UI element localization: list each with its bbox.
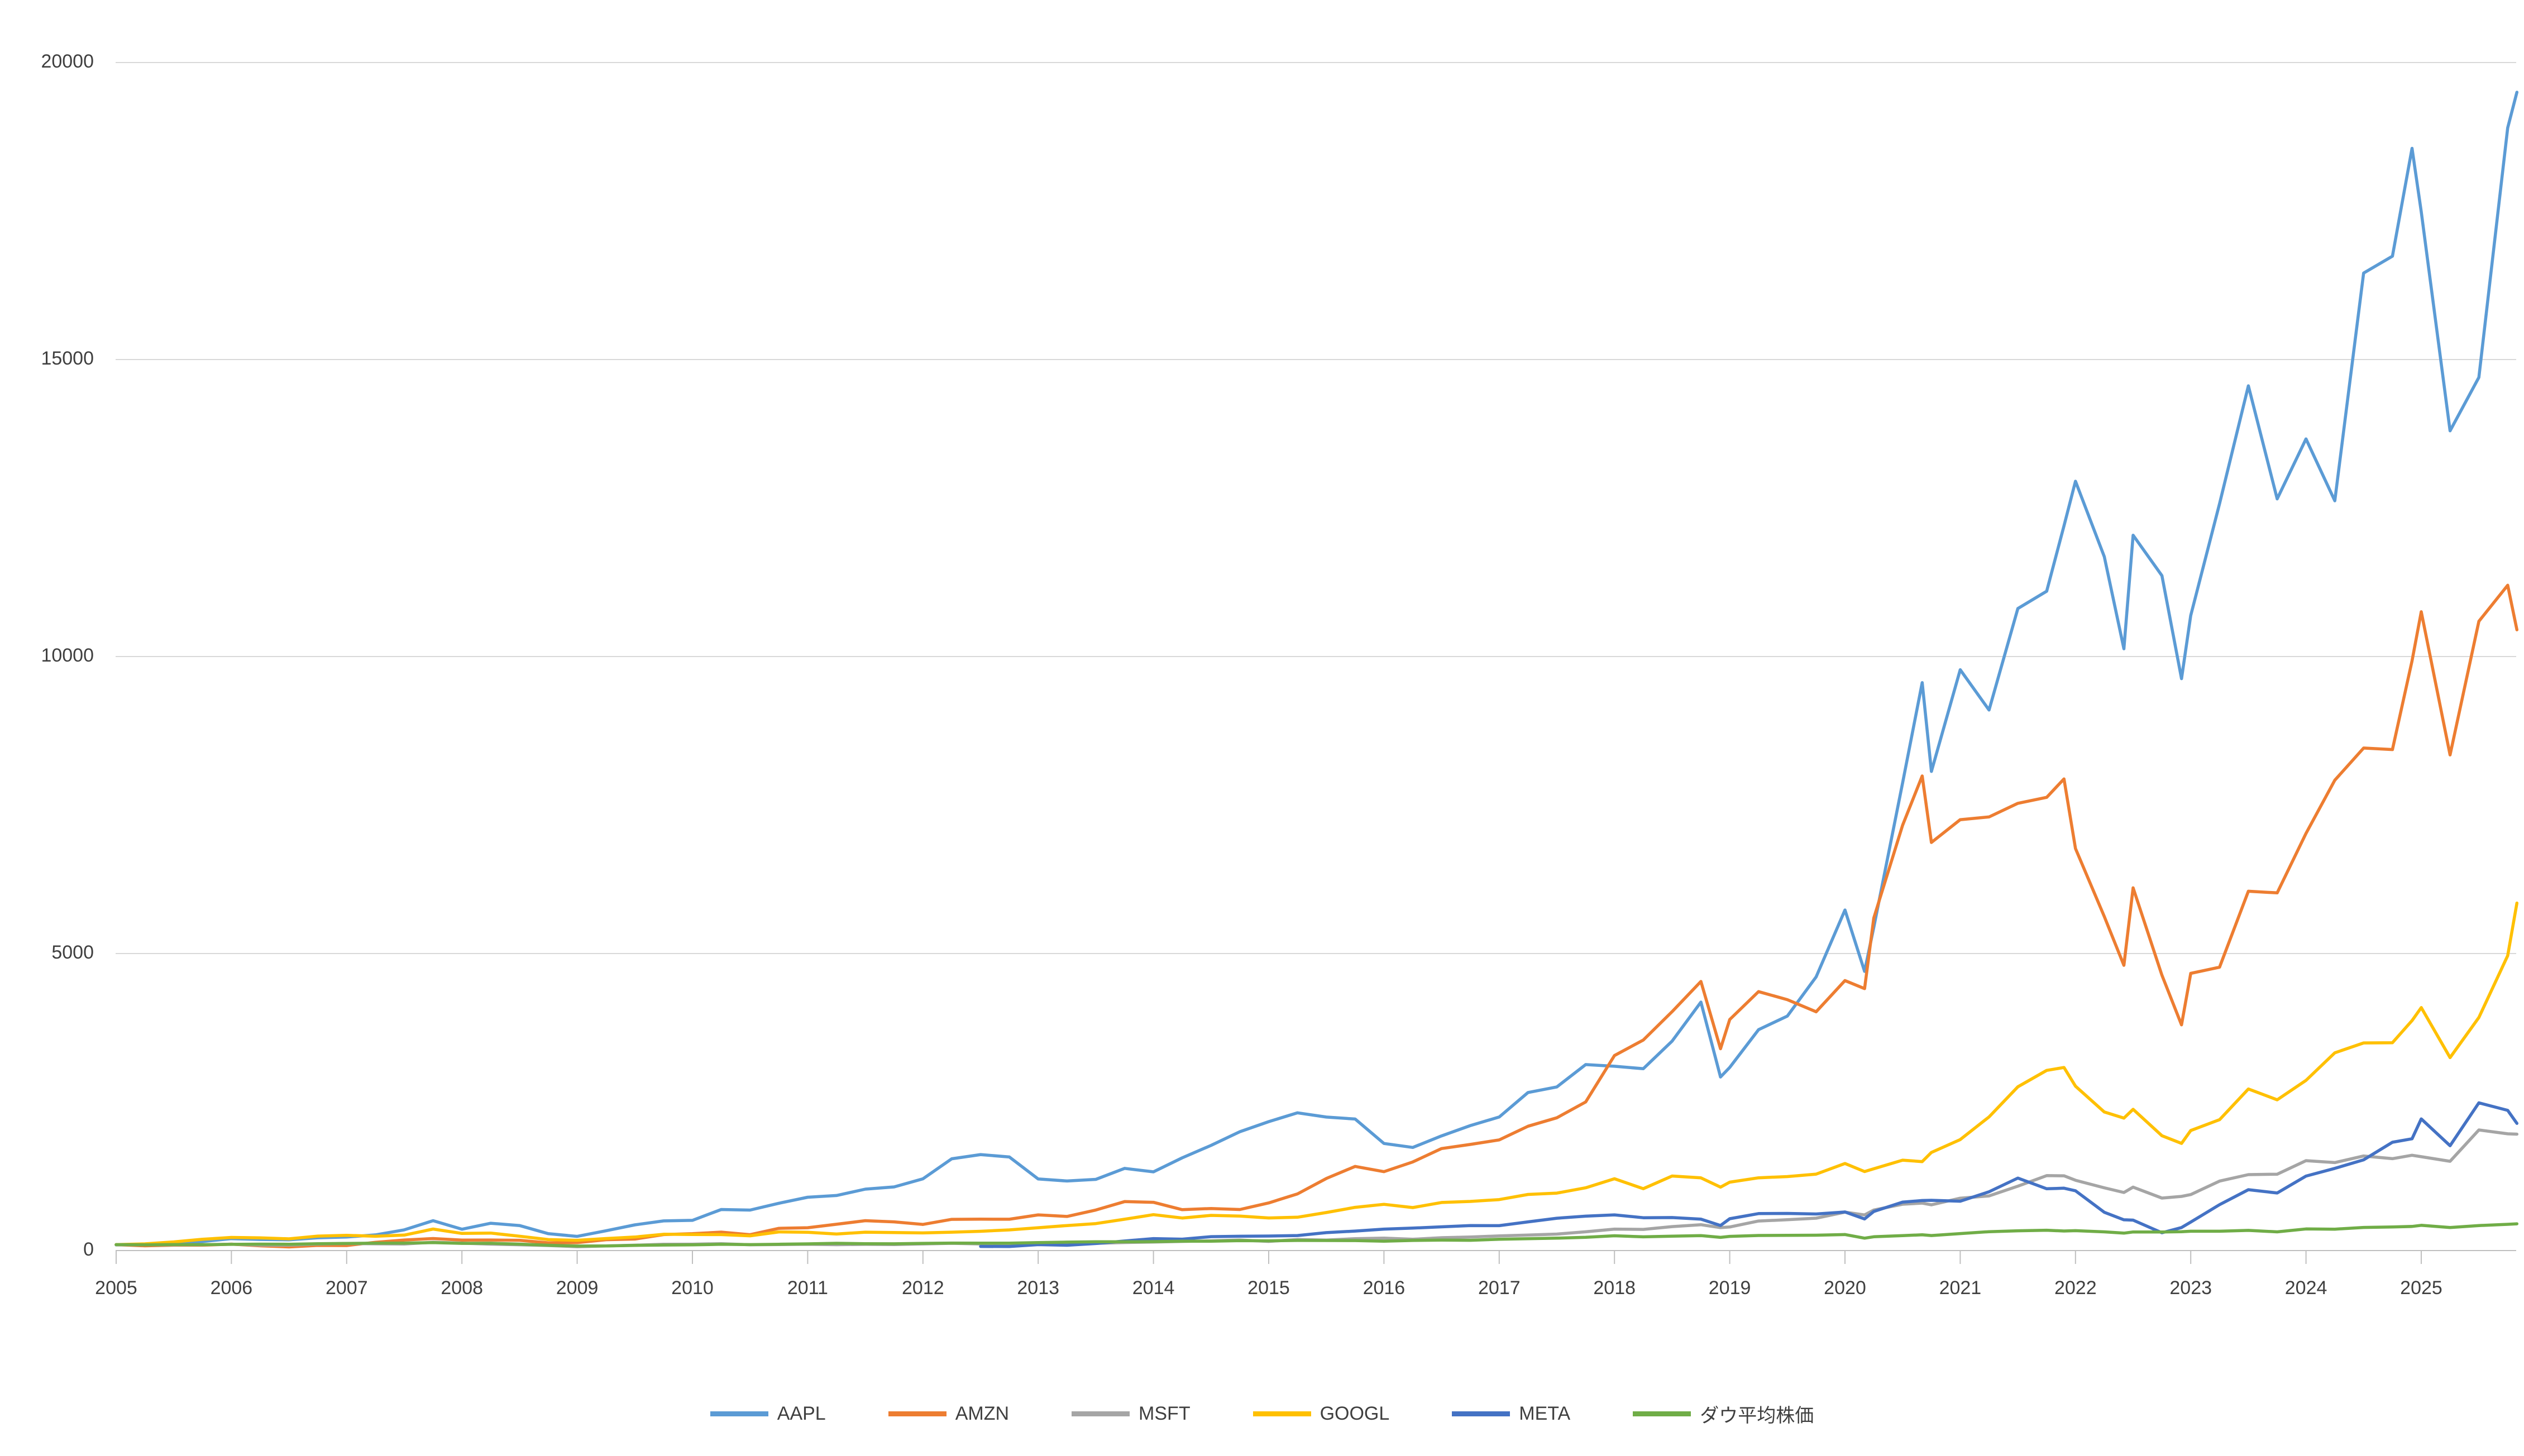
series-line-ダウ平均株価 [114, 1222, 2519, 1248]
x-tick-label: 2009 [556, 1277, 599, 1299]
legend-item-ダウ平均株価: ダウ平均株価 [1633, 1400, 1814, 1428]
x-tick-label: 2005 [95, 1277, 137, 1299]
series-line-META [979, 1101, 2519, 1248]
chart-legend: AAPL AMZN MSFT GOOGL META ダウ平均株価 [0, 1400, 2524, 1428]
x-tick-label: 2018 [1593, 1277, 1636, 1299]
legend-swatch-AAPL [710, 1411, 768, 1416]
legend-swatch-AMZN [888, 1411, 946, 1416]
x-tick-label: 2025 [2400, 1277, 2442, 1299]
legend-label: AMZN [955, 1403, 1010, 1424]
x-tick-label: 2021 [1939, 1277, 1982, 1299]
legend-swatch-META [1452, 1411, 1510, 1416]
x-tick-label: 2017 [1478, 1277, 1521, 1299]
x-tick-label: 2012 [902, 1277, 944, 1299]
x-tick-label: 2006 [211, 1277, 253, 1299]
y-axis-tick-labels: 0 5000 10000 15000 20000 [41, 51, 94, 1260]
series-line-AMZN [114, 583, 2519, 1249]
legend-label: META [1519, 1403, 1571, 1424]
legend-label: GOOGL [1320, 1403, 1390, 1424]
x-tick-label: 2007 [326, 1277, 368, 1299]
legend-item-AMZN: AMZN [888, 1403, 1009, 1425]
series-line-GOOGL [114, 901, 2519, 1247]
legend-swatch-ダウ平均株価 [1633, 1411, 1691, 1416]
legend-item-AAPL: AAPL [710, 1403, 826, 1425]
x-tick-label: 2024 [2285, 1277, 2327, 1299]
series-line-AAPL [114, 90, 2519, 1247]
y-tick-label: 0 [83, 1239, 94, 1260]
gridlines [116, 62, 2516, 1251]
x-tick-label: 2008 [441, 1277, 483, 1299]
legend-label: ダウ平均株価 [1700, 1405, 1814, 1426]
x-tick-label: 2023 [2169, 1277, 2212, 1299]
legend-item-MSFT: MSFT [1072, 1403, 1191, 1425]
x-axis [116, 1251, 2422, 1264]
x-tick-label: 2013 [1017, 1277, 1059, 1299]
y-tick-label: 15000 [41, 348, 94, 369]
legend-label: MSFT [1139, 1403, 1191, 1424]
x-tick-label: 2022 [2054, 1277, 2097, 1299]
x-axis-tick-labels: 2005 2006 2007 2008 2009 2010 2011 2012 2013 2014… [95, 1277, 2442, 1299]
legend-label: AAPL [777, 1403, 826, 1424]
x-tick-label: 2014 [1132, 1277, 1175, 1299]
y-tick-label: 20000 [41, 51, 94, 72]
x-tick-label: 2011 [787, 1277, 828, 1299]
legend-swatch-MSFT [1072, 1411, 1130, 1416]
x-tick-label: 2015 [1247, 1277, 1290, 1299]
x-tick-label: 2016 [1363, 1277, 1406, 1299]
legend-item-META: META [1452, 1403, 1570, 1425]
legend-swatch-GOOGL [1253, 1411, 1311, 1416]
legend-item-GOOGL: GOOGL [1253, 1403, 1390, 1425]
y-tick-label: 10000 [41, 645, 94, 666]
x-tick-label: 2019 [1709, 1277, 1751, 1299]
series-lines [114, 90, 2519, 1249]
y-tick-label: 5000 [51, 942, 94, 963]
x-tick-label: 2010 [671, 1277, 714, 1299]
x-tick-label: 2020 [1824, 1277, 1866, 1299]
